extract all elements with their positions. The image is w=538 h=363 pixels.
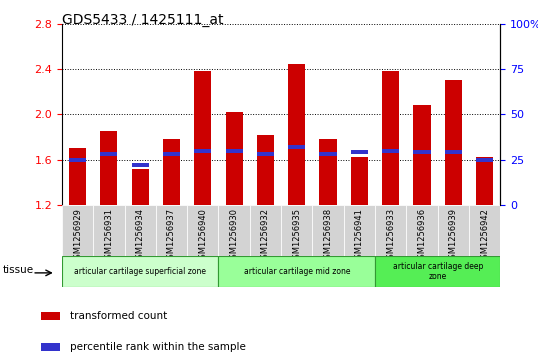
- Text: GSM1256933: GSM1256933: [386, 208, 395, 264]
- Bar: [218, 256, 375, 287]
- Bar: [351, 151, 368, 154]
- Text: GSM1256934: GSM1256934: [136, 208, 145, 264]
- Bar: [194, 149, 211, 152]
- Bar: [375, 256, 500, 287]
- Text: tissue: tissue: [3, 265, 34, 275]
- Bar: [225, 112, 243, 205]
- Bar: [194, 71, 211, 205]
- Bar: [313, 205, 344, 256]
- Bar: [476, 158, 493, 205]
- Bar: [225, 149, 243, 152]
- Bar: [406, 205, 438, 256]
- Bar: [344, 205, 375, 256]
- Text: GSM1256935: GSM1256935: [292, 208, 301, 264]
- Text: GSM1256936: GSM1256936: [417, 208, 427, 264]
- Bar: [124, 205, 156, 256]
- Bar: [375, 205, 406, 256]
- Bar: [288, 145, 306, 149]
- Text: articular cartilage mid zone: articular cartilage mid zone: [244, 267, 350, 276]
- Bar: [445, 80, 462, 205]
- Bar: [288, 65, 306, 205]
- Bar: [100, 131, 117, 205]
- Bar: [41, 312, 60, 320]
- Bar: [93, 205, 124, 256]
- Bar: [281, 205, 313, 256]
- Bar: [413, 105, 430, 205]
- Text: GSM1256930: GSM1256930: [230, 208, 239, 264]
- Bar: [69, 148, 86, 205]
- Bar: [62, 256, 218, 287]
- Bar: [445, 151, 462, 154]
- Bar: [100, 152, 117, 156]
- Text: transformed count: transformed count: [70, 311, 168, 321]
- Bar: [187, 205, 218, 256]
- Bar: [320, 152, 337, 156]
- Bar: [69, 158, 86, 162]
- Text: GSM1256929: GSM1256929: [73, 208, 82, 264]
- Text: percentile rank within the sample: percentile rank within the sample: [70, 342, 246, 352]
- Bar: [156, 205, 187, 256]
- Bar: [382, 71, 399, 205]
- Bar: [132, 169, 149, 205]
- Text: GSM1256932: GSM1256932: [261, 208, 270, 264]
- Text: GSM1256941: GSM1256941: [355, 208, 364, 264]
- Bar: [218, 205, 250, 256]
- Text: GSM1256937: GSM1256937: [167, 208, 176, 264]
- Text: GDS5433 / 1425111_at: GDS5433 / 1425111_at: [62, 13, 223, 27]
- Bar: [132, 163, 149, 167]
- Bar: [320, 139, 337, 205]
- Bar: [476, 158, 493, 162]
- Bar: [469, 205, 500, 256]
- Text: GSM1256942: GSM1256942: [480, 208, 489, 264]
- Bar: [163, 139, 180, 205]
- Bar: [438, 205, 469, 256]
- Bar: [62, 205, 93, 256]
- Text: GSM1256940: GSM1256940: [199, 208, 207, 264]
- Text: articular cartilage superficial zone: articular cartilage superficial zone: [74, 267, 206, 276]
- Text: GSM1256931: GSM1256931: [104, 208, 114, 264]
- Bar: [382, 149, 399, 152]
- Bar: [351, 158, 368, 205]
- Text: GSM1256938: GSM1256938: [323, 208, 332, 264]
- Bar: [41, 343, 60, 351]
- Bar: [257, 152, 274, 156]
- Bar: [257, 135, 274, 205]
- Bar: [163, 152, 180, 156]
- Text: GSM1256939: GSM1256939: [449, 208, 458, 264]
- Text: articular cartilage deep
zone: articular cartilage deep zone: [393, 262, 483, 281]
- Bar: [250, 205, 281, 256]
- Bar: [413, 151, 430, 154]
